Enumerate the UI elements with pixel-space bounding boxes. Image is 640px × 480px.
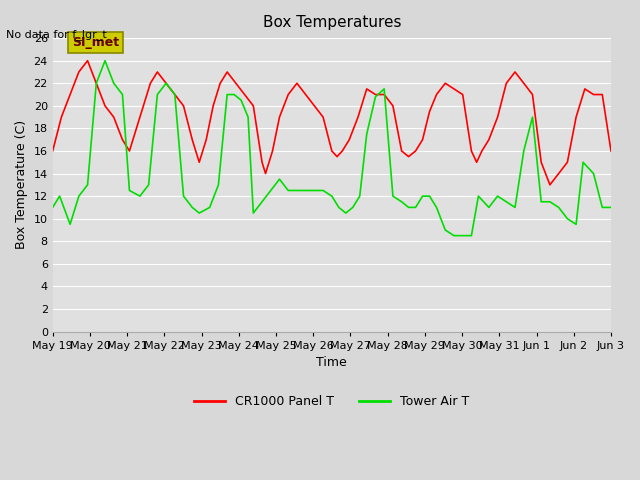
- Legend: CR1000 Panel T, Tower Air T: CR1000 Panel T, Tower Air T: [189, 390, 475, 413]
- X-axis label: Time: Time: [316, 356, 348, 369]
- Text: No data for f_lgr_t: No data for f_lgr_t: [6, 29, 107, 40]
- Title: Box Temperatures: Box Temperatures: [262, 15, 401, 30]
- Y-axis label: Box Temperature (C): Box Temperature (C): [15, 120, 28, 250]
- Text: SI_met: SI_met: [72, 36, 119, 49]
